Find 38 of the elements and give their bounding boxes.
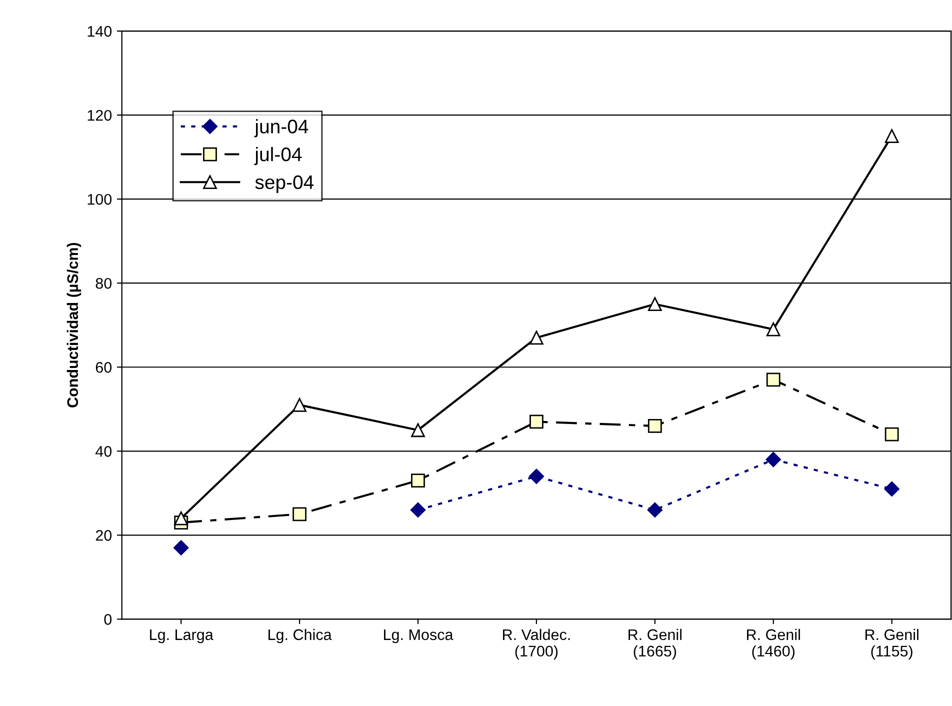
point: [884, 481, 900, 497]
point: [292, 507, 306, 522]
point: [648, 297, 662, 312]
point: [647, 502, 662, 518]
point: [884, 427, 899, 442]
point: [411, 474, 425, 488]
point: [411, 423, 425, 438]
point: [530, 330, 544, 345]
y-axis-title: Conductividad (µS/cm): [66, 242, 82, 408]
point: [174, 540, 189, 556]
x-tick-label: R. Genil (1155): [865, 628, 918, 660]
point: [174, 511, 188, 526]
point: [884, 129, 899, 144]
point: [766, 452, 781, 468]
point: [766, 322, 780, 336]
x-tick-label: Lg. Chica: [268, 628, 332, 644]
x-tick-label: Lg. Larga: [150, 629, 214, 644]
x-tick-label: R. Genil (1460): [747, 628, 800, 660]
y-tick-label: 40: [95, 446, 112, 457]
point: [410, 502, 426, 518]
x-tick-label: R. Valdec. (1700): [503, 628, 570, 660]
y-tick-label: 60: [96, 362, 112, 373]
y-tick-label: 100: [88, 194, 112, 205]
point: [648, 418, 662, 433]
y-tick-label: 0: [104, 614, 112, 625]
legend-label: jun-04: [254, 119, 308, 138]
y-tick-label: 80: [96, 278, 112, 289]
point: [292, 398, 306, 412]
legend-label: jul-04: [254, 146, 302, 166]
x-tick-label: R. Genil (1665): [628, 628, 682, 660]
y-tick-label: 140: [88, 26, 112, 37]
y-tick-label: 120: [88, 110, 112, 121]
point: [766, 372, 780, 387]
point: [530, 414, 544, 429]
legend-label: sep-04: [255, 175, 314, 193]
point: [528, 468, 544, 484]
x-tick-label: Lg. Mosca: [384, 629, 454, 644]
y-tick-label: 20: [96, 530, 112, 541]
